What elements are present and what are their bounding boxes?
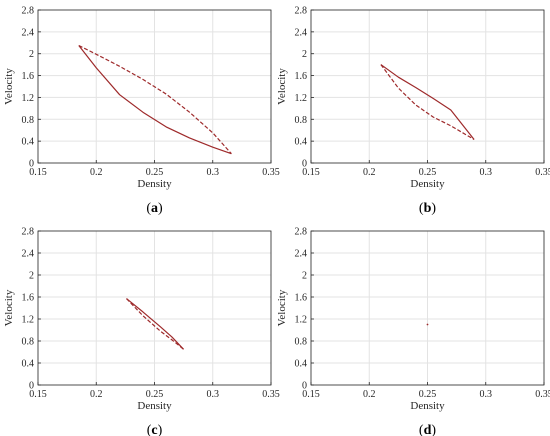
panel-label-close: ) [431, 201, 436, 216]
y-tick-label: 0.8 [295, 115, 308, 126]
panel-label-close: ) [158, 201, 163, 216]
panel-label-open: ( [147, 423, 152, 436]
x-axis-label: Density [137, 400, 172, 412]
x-axis-label: Density [410, 178, 445, 190]
y-tick-label: 2.4 [22, 27, 35, 38]
panel-c: 0.15 0.2 0.25 0.3 0.35 0 0.4 0.8 1.2 1.6 2 2.4 2.8 De… [3, 227, 280, 436]
series-line-dashed [380, 64, 475, 141]
y-tick-label: 2 [302, 49, 307, 60]
x-tick-label: 0.35 [262, 389, 280, 400]
series-line-solid [126, 298, 185, 350]
y-axis-label: Velocity [276, 289, 288, 326]
x-axis-label: Density [137, 178, 172, 190]
x-tick-label: 0.25 [419, 167, 437, 178]
y-tick-label: 2.4 [295, 249, 308, 260]
y-tick-label: 0.4 [295, 137, 308, 148]
y-tick-label: 1.2 [22, 315, 35, 326]
x-tick-label: 0.2 [363, 389, 376, 400]
x-tick-label: 0.15 [29, 167, 47, 178]
panel-label-letter: c [151, 423, 157, 436]
y-tick-label: 2.4 [22, 249, 35, 260]
panel-a: 0.15 0.2 0.25 0.3 0.35 0 0.4 0.8 1.2 1.6 2 2.4 2.8 De… [3, 6, 280, 217]
y-tick-label: 1.6 [295, 71, 308, 82]
series-line-solid [78, 45, 232, 155]
panel-label: (c) [147, 423, 163, 436]
x-tick-label: 0.35 [535, 389, 550, 400]
y-tick-label: 2.8 [22, 6, 35, 17]
x-tick-label: 0.15 [302, 167, 320, 178]
y-tick-label: 2.8 [295, 227, 308, 238]
panel-b: 0.15 0.2 0.25 0.3 0.35 0 0.4 0.8 1.2 1.6 2 2.4 2.8 De… [276, 6, 550, 217]
y-tick-label: 0.4 [22, 137, 35, 148]
x-tick-label: 0.25 [146, 167, 164, 178]
y-tick-label: 1.2 [22, 93, 35, 104]
x-tick-label: 0.2 [90, 389, 103, 400]
panel-label-letter: d [424, 423, 432, 436]
x-tick-label: 0.25 [419, 389, 437, 400]
y-tick-label: 1.6 [295, 293, 308, 304]
panel-label: (a) [146, 201, 163, 216]
y-tick-label: 0.8 [295, 337, 308, 348]
series-line-dashed [126, 298, 184, 350]
x-tick-label: 0.3 [207, 389, 220, 400]
y-tick-label: 0 [302, 381, 307, 392]
panel-d: 0.15 0.2 0.25 0.3 0.35 0 0.4 0.8 1.2 1.6 2 2.4 2.8 De… [276, 227, 550, 436]
x-tick-label: 0.35 [535, 167, 550, 178]
panel-label-open: ( [419, 423, 424, 436]
y-tick-label: 2 [29, 271, 34, 282]
x-tick-label: 0.15 [29, 389, 47, 400]
x-tick-label: 0.15 [302, 389, 320, 400]
x-tick-label: 0.2 [90, 167, 103, 178]
panel-label-close: ) [158, 423, 163, 436]
y-tick-label: 1.2 [295, 315, 308, 326]
y-tick-label: 2.4 [295, 27, 308, 38]
y-tick-label: 0.4 [295, 359, 308, 370]
y-tick-label: 2 [29, 49, 34, 60]
series-line-solid [380, 64, 475, 140]
series-line-dashed [78, 44, 232, 155]
y-tick-label: 0 [29, 159, 34, 170]
panel-label-open: ( [419, 201, 424, 216]
data-point [426, 323, 429, 326]
x-tick-label: 0.3 [480, 167, 493, 178]
panel-label-close: ) [431, 423, 436, 436]
y-tick-label: 0.8 [22, 115, 35, 126]
panel-label-open: ( [146, 201, 151, 216]
x-tick-label: 0.25 [146, 389, 164, 400]
y-tick-label: 1.6 [22, 293, 35, 304]
y-tick-label: 2.8 [22, 227, 35, 238]
panel-label-letter: b [424, 201, 432, 216]
y-axis-label: Velocity [276, 68, 288, 105]
y-tick-label: 0.8 [22, 337, 35, 348]
panel-label: (d) [419, 423, 436, 436]
y-tick-label: 2.8 [295, 6, 308, 17]
x-tick-label: 0.2 [363, 167, 376, 178]
x-axis-label: Density [410, 400, 445, 412]
y-tick-label: 0 [302, 159, 307, 170]
panel-label: (b) [419, 201, 436, 216]
y-tick-label: 1.6 [22, 71, 35, 82]
panel-label-letter: a [151, 201, 158, 216]
y-tick-label: 0.4 [22, 359, 35, 370]
x-tick-label: 0.3 [480, 389, 493, 400]
y-tick-label: 1.2 [295, 93, 308, 104]
y-axis-label: Velocity [3, 289, 15, 326]
y-tick-label: 0 [29, 381, 34, 392]
y-axis-label: Velocity [3, 68, 15, 105]
x-tick-label: 0.35 [262, 167, 280, 178]
y-tick-label: 2 [302, 271, 307, 282]
x-tick-label: 0.3 [207, 167, 220, 178]
